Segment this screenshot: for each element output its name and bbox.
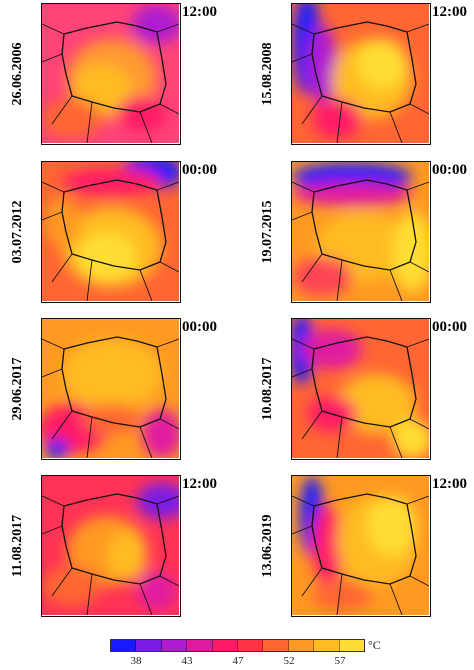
map-panel-7 <box>41 475 181 617</box>
colorbar-tick-3: 47 <box>232 655 244 667</box>
colorbar-tick-4: 52 <box>283 655 295 667</box>
colorbar-tick-2: 43 <box>181 655 193 667</box>
date-text-7: 11.08.2017 <box>10 514 25 578</box>
map-panel-5 <box>41 318 181 460</box>
colorbar-swatch-4 <box>187 640 213 651</box>
map-panel-6 <box>291 318 431 460</box>
colorbar-unit: °C <box>368 638 381 652</box>
colorbar-swatch-10 <box>339 640 365 651</box>
time-label-5: 00:00 <box>182 319 217 335</box>
time-label-8: 12:00 <box>432 476 467 492</box>
time-label-7: 12:00 <box>182 476 217 492</box>
colorbar-tick-1: 38 <box>130 655 142 667</box>
temperature-map-5 <box>42 319 179 458</box>
time-label-1: 12:00 <box>182 4 217 20</box>
colorbar-swatch-6 <box>238 640 264 651</box>
map-panel-8 <box>291 475 431 617</box>
colorbar-swatch-2 <box>136 640 162 651</box>
temperature-map-1 <box>42 4 179 143</box>
temperature-map-6 <box>292 319 429 458</box>
colorbar-swatch-5 <box>212 640 239 651</box>
date-text-6: 10.08.2017 <box>260 357 275 421</box>
date-text-5: 29.06.2017 <box>10 357 25 421</box>
temperature-map-4 <box>292 162 429 301</box>
map-panel-2 <box>291 3 431 145</box>
temperature-map-8 <box>292 476 429 615</box>
date-text-8: 13.06.2019 <box>260 514 275 578</box>
time-label-6: 00:00 <box>432 319 467 335</box>
time-label-2: 12:00 <box>432 4 467 20</box>
map-panel-3 <box>41 161 181 303</box>
colorbar-tick-5: 57 <box>334 655 346 667</box>
temperature-map-7 <box>42 476 179 615</box>
colorbar-swatch-8 <box>288 640 315 651</box>
temperature-map-2 <box>292 4 429 143</box>
time-label-3: 00:00 <box>182 162 217 178</box>
colorbar-swatch-9 <box>314 640 340 651</box>
colorbar-swatch-7 <box>263 640 289 651</box>
colorbar <box>110 639 365 652</box>
temperature-map-3 <box>42 162 179 301</box>
map-panel-4 <box>291 161 431 303</box>
colorbar-swatch-3 <box>161 640 188 651</box>
map-panel-1 <box>41 3 181 145</box>
time-label-4: 00:00 <box>432 162 467 178</box>
date-text-4: 19.07.2015 <box>260 200 275 264</box>
colorbar-swatch-1 <box>111 640 137 651</box>
date-text-1: 26.06.2006 <box>10 42 25 106</box>
date-text-3: 03.07.2012 <box>10 200 25 264</box>
date-text-2: 15.08.2008 <box>260 42 275 106</box>
